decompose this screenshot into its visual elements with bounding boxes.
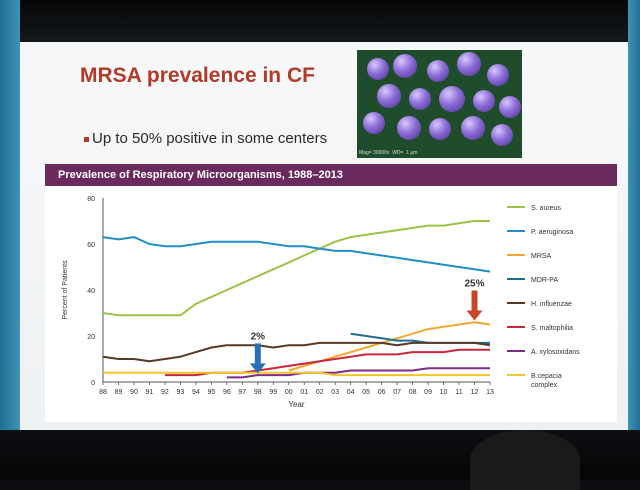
slide-bullet: Up to 50% positive in some centers xyxy=(92,130,328,147)
coccus-cell xyxy=(409,88,431,110)
x-tick-label: 97 xyxy=(238,389,246,396)
x-tick-label: 04 xyxy=(347,389,355,396)
x-tick-label: 93 xyxy=(177,389,185,396)
coccus-cell xyxy=(473,90,495,112)
x-tick-label: 05 xyxy=(362,389,370,396)
x-tick-label: 94 xyxy=(192,389,200,396)
y-tick-label: 40 xyxy=(87,288,95,295)
annotation-arrow-head xyxy=(249,363,266,374)
y-tick-label: 80 xyxy=(87,196,95,203)
coccus-cell xyxy=(457,52,481,76)
annotation-arrow-shaft xyxy=(254,343,261,364)
micrograph-caption: Mag= 30000x WD= 1 µm xyxy=(359,150,418,156)
coccus-cell xyxy=(487,64,509,86)
x-tick-label: 10 xyxy=(440,389,448,396)
annotation-label: 2% xyxy=(251,331,266,342)
coccus-cell xyxy=(429,118,451,140)
coccus-cell xyxy=(397,116,421,140)
coccus-cell xyxy=(427,60,449,82)
x-tick-label: 11 xyxy=(455,389,462,396)
chart-title-banner xyxy=(45,164,617,186)
x-tick-label: 92 xyxy=(161,389,169,396)
x-tick-label: 02 xyxy=(316,389,324,396)
coccus-cell xyxy=(461,116,485,140)
legend-entry-label: S. maltophilia xyxy=(531,325,573,332)
x-tick-label: 07 xyxy=(393,389,401,396)
slide-left-edge xyxy=(0,0,20,480)
y-tick-label: 20 xyxy=(87,334,95,341)
x-tick-label: 91 xyxy=(146,389,154,396)
mrsa-micrograph-photo: Mag= 30000x WD= 1 µm xyxy=(357,50,522,158)
series-line xyxy=(102,236,491,273)
legend-entry-label: MRSA xyxy=(531,253,552,260)
x-tick-label: 99 xyxy=(269,389,277,396)
coccus-cell xyxy=(377,84,401,108)
slide-right-edge xyxy=(628,0,640,480)
y-tick-label: 0 xyxy=(91,380,95,387)
bullet-marker xyxy=(84,137,89,142)
chart-title: Prevalence of Respiratory Microorganisms… xyxy=(58,169,343,181)
legend-entry-label: S. aureus xyxy=(531,205,561,212)
x-tick-label: 12 xyxy=(471,389,479,396)
x-tick-label: 90 xyxy=(130,389,138,396)
x-tick-label: 06 xyxy=(378,389,386,396)
prevalence-line-chart: 0 20 40 60 80 88 89 90 91 92 93 94 95 96 97 98 99 00 01 02 0… xyxy=(45,186,617,422)
coccus-cell xyxy=(491,124,513,146)
legend-entry-label: B.cepacia complex xyxy=(531,373,562,389)
x-tick-label: 98 xyxy=(254,389,262,396)
annotation-label: 25% xyxy=(465,279,485,290)
legend-entry-label: P. aeruginosa xyxy=(531,229,573,236)
legend-entry-label: MDR-PA xyxy=(531,277,558,284)
series-line xyxy=(102,220,490,317)
x-axis-title: Year xyxy=(288,400,305,409)
coccus-cell xyxy=(367,58,389,80)
coccus-cell xyxy=(499,96,521,118)
y-axis-title: Percent of Patients xyxy=(62,260,69,320)
x-tick-label: 03 xyxy=(331,389,339,396)
coccus-cell xyxy=(363,112,385,134)
x-tick-label: 89 xyxy=(115,389,123,396)
x-tick-label: 95 xyxy=(207,389,215,396)
x-tick-label: 00 xyxy=(285,389,293,396)
annotation-arrow-shaft xyxy=(471,290,478,311)
x-tick-label: 09 xyxy=(424,389,432,396)
series-line xyxy=(103,371,490,377)
x-tick-label: 08 xyxy=(409,389,417,396)
x-tick-label: 88 xyxy=(99,389,107,396)
presentation-slide: MRSA prevalence in CF Up to 50% positive… xyxy=(20,42,628,430)
legend-entry-label: A. xylosoxidans xyxy=(531,349,580,356)
projector-screen-top xyxy=(0,0,640,42)
x-tick-label: 13 xyxy=(486,389,494,396)
legend-entry-label: H. influenzae xyxy=(531,301,572,308)
x-tick-label: 96 xyxy=(223,389,231,396)
series-line xyxy=(102,341,491,363)
slide-title: MRSA prevalence in CF xyxy=(80,64,315,87)
x-tick-label: 01 xyxy=(300,389,308,396)
annotation-arrow-head xyxy=(466,310,483,321)
coccus-cell xyxy=(393,54,417,78)
audience-head-silhouette xyxy=(470,430,580,490)
y-tick-label: 60 xyxy=(87,242,95,249)
coccus-cell xyxy=(439,86,465,112)
series-line xyxy=(226,367,490,379)
